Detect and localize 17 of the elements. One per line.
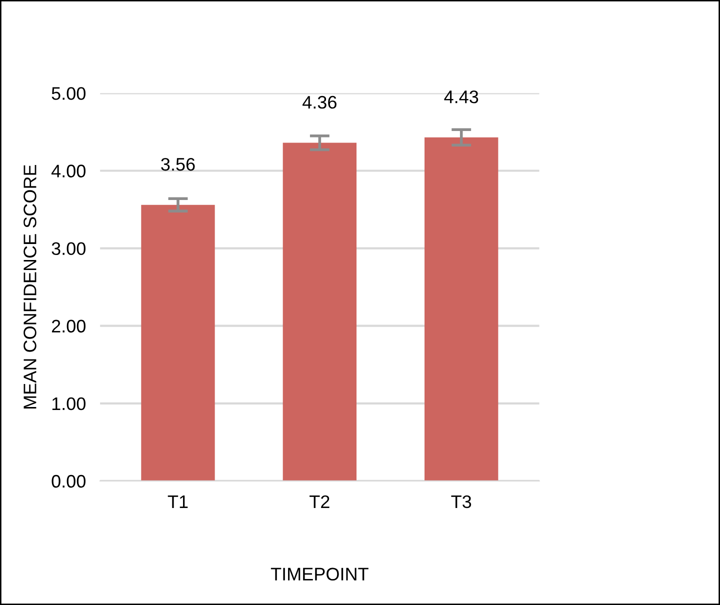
data-label: 4.43 xyxy=(444,90,478,104)
y-tick-label: 1.00 xyxy=(52,397,86,410)
x-axis-title: TIMEPOINT xyxy=(270,568,368,581)
data-label: 4.36 xyxy=(302,96,336,109)
y-tick-label: 5.00 xyxy=(52,87,86,100)
x-tick-label: T2 xyxy=(310,495,330,508)
data-label: 3.56 xyxy=(161,158,195,171)
y-tick-label: 3.00 xyxy=(52,242,86,256)
bar xyxy=(141,204,215,481)
x-tick-label: T1 xyxy=(168,496,188,508)
bar xyxy=(282,142,357,481)
y-axis-title: MEAN CONFIDENCE SCORE xyxy=(24,164,36,408)
bar xyxy=(424,137,498,481)
x-tick-label: T3 xyxy=(451,495,472,508)
y-tick-label: 2.00 xyxy=(52,320,86,333)
y-tick-label: 0.00 xyxy=(52,474,86,488)
y-tick-label: 4.00 xyxy=(51,164,86,178)
